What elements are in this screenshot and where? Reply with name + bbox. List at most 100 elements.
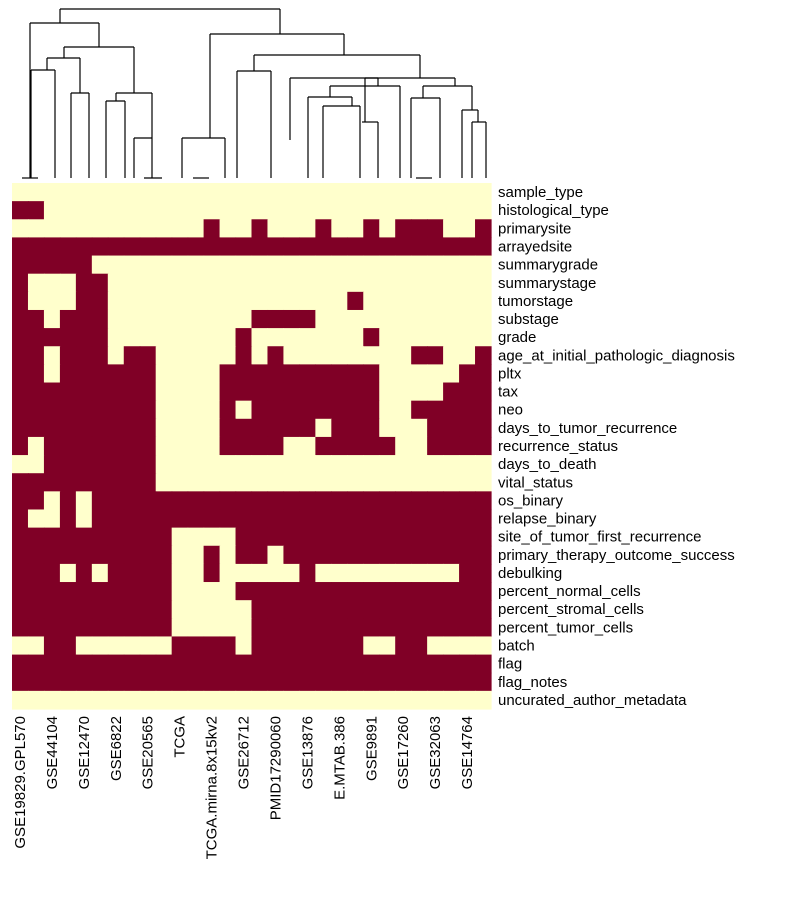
heatmap-cell <box>459 473 476 492</box>
heatmap-cell <box>411 346 428 365</box>
row-label: vital_status <box>498 474 573 491</box>
heatmap-cell <box>427 491 444 511</box>
heatmap-cell <box>459 219 476 239</box>
heatmap-cell <box>203 672 221 692</box>
heatmap-cell <box>12 690 29 710</box>
heatmap-cell <box>203 418 221 438</box>
heatmap-cell <box>443 600 460 619</box>
heatmap-cell <box>315 654 332 674</box>
heatmap-cell <box>315 618 332 638</box>
heatmap-cell <box>123 183 141 202</box>
heatmap-cell <box>27 436 45 456</box>
heatmap-cell <box>363 183 380 202</box>
heatmap-cell <box>235 364 253 384</box>
heatmap-cell <box>315 582 332 601</box>
heatmap-cell <box>235 382 253 402</box>
heatmap-cell <box>299 255 316 275</box>
heatmap-cell <box>283 273 300 293</box>
column-label: GSE12470 <box>76 716 93 789</box>
heatmap-cell <box>459 201 476 220</box>
heatmap-cell <box>107 400 125 420</box>
heatmap-cell <box>347 201 364 220</box>
heatmap-cell <box>203 237 221 257</box>
heatmap-cell <box>75 382 93 402</box>
heatmap-cell <box>395 672 412 692</box>
heatmap-cell <box>427 273 444 293</box>
heatmap-cell <box>411 636 428 656</box>
heatmap-cell <box>251 473 269 492</box>
heatmap-cell <box>91 436 109 456</box>
heatmap-cell <box>219 618 237 638</box>
heatmap-cell <box>347 219 364 239</box>
heatmap-cell <box>203 582 221 601</box>
heatmap-cell <box>315 545 332 565</box>
heatmap-cell <box>475 473 492 492</box>
heatmap-cell <box>59 237 77 257</box>
heatmap-cell <box>267 545 285 565</box>
heatmap-cell <box>123 582 141 601</box>
heatmap-cell <box>75 346 93 365</box>
heatmap-cell <box>123 382 141 402</box>
heatmap-cell <box>155 328 173 347</box>
heatmap-cell <box>443 237 460 257</box>
heatmap-cell <box>12 255 29 275</box>
heatmap-cell <box>155 273 173 293</box>
heatmap-cell <box>251 509 269 529</box>
heatmap-cell <box>299 654 316 674</box>
heatmap-cell <box>299 346 316 365</box>
heatmap-cell <box>459 291 476 311</box>
heatmap-cell <box>427 618 444 638</box>
heatmap-cell <box>267 201 285 220</box>
heatmap-cell <box>315 219 332 239</box>
heatmap-cell <box>363 455 380 474</box>
heatmap-cell <box>155 473 173 492</box>
heatmap-cell <box>59 309 77 329</box>
heatmap-cell <box>395 255 412 275</box>
row-label: summarygrade <box>498 257 598 274</box>
heatmap-cell <box>347 473 364 492</box>
heatmap-cell <box>459 418 476 438</box>
heatmap-cell <box>283 563 300 583</box>
heatmap-cell <box>411 491 428 511</box>
heatmap-cell <box>363 237 380 257</box>
heatmap-cell <box>171 309 189 329</box>
heatmap-cell <box>267 654 285 674</box>
heatmap-cell <box>283 328 300 347</box>
heatmap-cell <box>203 654 221 674</box>
heatmap-cell <box>267 690 285 710</box>
heatmap-cell <box>139 563 157 583</box>
heatmap-cell <box>235 672 253 692</box>
heatmap-cell <box>43 600 61 619</box>
heatmap-cell <box>347 436 364 456</box>
heatmap-cell <box>347 237 364 257</box>
row-label: primary_therapy_outcome_success <box>498 547 735 564</box>
heatmap-cell <box>12 654 29 674</box>
heatmap-cell <box>123 618 141 638</box>
heatmap-cell <box>171 527 189 547</box>
heatmap-cell <box>267 309 285 329</box>
heatmap-cell <box>43 527 61 547</box>
heatmap-cell <box>347 273 364 293</box>
heatmap-cell <box>267 527 285 547</box>
heatmap-cell <box>251 364 269 384</box>
heatmap-cell <box>267 672 285 692</box>
heatmap-cell <box>75 309 93 329</box>
heatmap-cell <box>171 400 189 420</box>
heatmap-cell <box>379 364 396 384</box>
heatmap-cell <box>459 346 476 365</box>
heatmap-cell <box>331 273 348 293</box>
heatmap-cell <box>395 455 412 474</box>
heatmap-cell <box>123 473 141 492</box>
heatmap-cell <box>171 364 189 384</box>
heatmap-cell <box>123 201 141 220</box>
heatmap-cell <box>395 636 412 656</box>
heatmap-cell <box>331 582 348 601</box>
heatmap-cell <box>219 273 237 293</box>
heatmap-cell <box>27 273 45 293</box>
heatmap-cell <box>123 237 141 257</box>
heatmap-cell <box>139 527 157 547</box>
heatmap-cell <box>27 672 45 692</box>
row-label: days_to_death <box>498 456 596 473</box>
heatmap-cell <box>155 618 173 638</box>
heatmap-cell <box>315 455 332 474</box>
